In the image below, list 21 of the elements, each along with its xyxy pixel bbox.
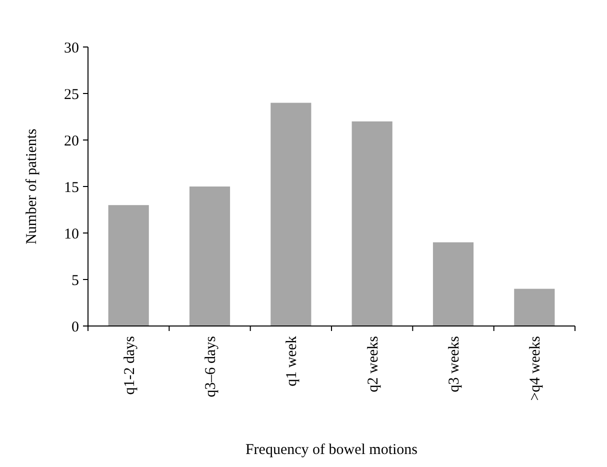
x-tick-label: q1 week [284,336,300,386]
bar [270,102,312,326]
x-tick-label: q1-2 days [122,336,138,395]
bar [352,121,392,326]
bar [189,186,230,326]
y-tick-label: 20 [64,133,79,150]
y-tick-label: 25 [64,86,79,103]
bar [432,242,474,326]
y-tick-label: 30 [64,40,79,56]
x-tick-label: q3–6 days [203,336,219,398]
x-tick-label: >q4 weeks [528,336,544,401]
x-axis-title: Frequency of bowel motions [245,442,418,458]
y-tick-label: 5 [72,272,79,289]
bar [108,205,149,326]
y-tick-label: 15 [64,180,79,196]
x-tick-label: q2 weeks [365,336,382,392]
y-tick-label: 0 [72,319,79,336]
y-tick-label: 10 [64,226,79,242]
bar [514,288,555,326]
y-axis-title: Number of patients [24,128,40,244]
x-tick-label: q3 weeks [446,336,462,392]
